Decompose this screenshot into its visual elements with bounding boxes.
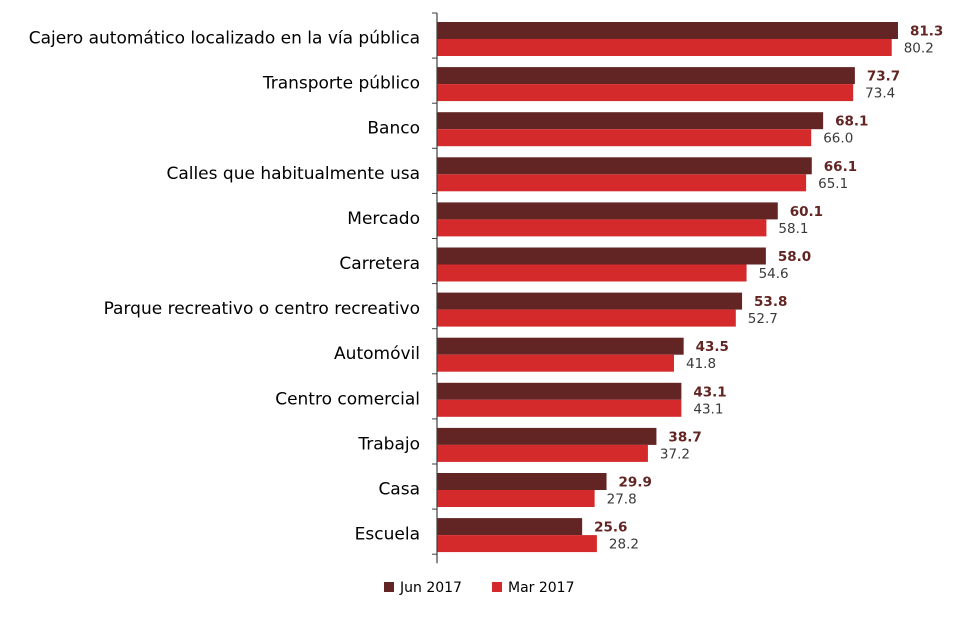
- value-label-jun-2017: 73.7: [867, 69, 900, 85]
- legend-swatch: [384, 582, 394, 592]
- value-label-mar-2017: 43.1: [693, 401, 723, 417]
- bar-mar-2017: [437, 535, 597, 553]
- category-label: Carretera: [339, 254, 420, 274]
- bar-mar-2017: [437, 264, 747, 282]
- value-label-jun-2017: 25.6: [594, 520, 627, 536]
- legend-item-mar-2017: Mar 2017: [492, 580, 575, 596]
- category-label: Escuela: [355, 525, 420, 545]
- value-label-mar-2017: 28.2: [609, 537, 639, 553]
- value-label-mar-2017: 37.2: [660, 446, 690, 462]
- bar-mar-2017: [437, 219, 767, 237]
- category-label: Banco: [367, 119, 420, 139]
- value-label-jun-2017: 29.9: [619, 475, 652, 491]
- category-label: Parque recreativo o centro recreativo: [104, 299, 420, 319]
- labels-layer: Cajero automático localizado en la vía p…: [29, 24, 944, 553]
- value-label-mar-2017: 41.8: [686, 356, 716, 372]
- category-label: Calles que habitualmente usa: [166, 164, 420, 184]
- value-label-jun-2017: 58.0: [778, 249, 811, 265]
- value-label-jun-2017: 38.7: [668, 429, 701, 445]
- value-label-mar-2017: 52.7: [748, 311, 778, 327]
- value-label-mar-2017: 73.4: [865, 86, 895, 102]
- legend: Jun 2017 Mar 2017: [384, 580, 575, 596]
- value-label-jun-2017: 60.1: [790, 204, 823, 220]
- bar-mar-2017: [437, 399, 682, 417]
- value-label-jun-2017: 43.1: [693, 384, 726, 400]
- category-label: Transporte público: [262, 74, 420, 94]
- category-label: Cajero automático localizado en la vía p…: [29, 29, 420, 49]
- legend-label: Jun 2017: [399, 580, 462, 596]
- bar-mar-2017: [437, 39, 892, 56]
- bar-jun-2017: [437, 292, 743, 310]
- value-label-mar-2017: 80.2: [904, 41, 934, 57]
- value-label-jun-2017: 43.5: [696, 339, 729, 355]
- bar-jun-2017: [437, 202, 778, 220]
- bar-mar-2017: [437, 354, 675, 372]
- category-label: Casa: [378, 480, 420, 500]
- bar-jun-2017: [437, 337, 684, 355]
- value-label-mar-2017: 65.1: [818, 176, 848, 192]
- bar-mar-2017: [437, 129, 812, 147]
- value-label-mar-2017: 54.6: [759, 266, 789, 282]
- value-label-mar-2017: 66.0: [823, 131, 853, 147]
- category-label: Mercado: [347, 209, 420, 229]
- bar-mar-2017: [437, 84, 854, 102]
- value-label-mar-2017: 27.8: [607, 492, 637, 508]
- value-label-jun-2017: 68.1: [835, 114, 868, 130]
- category-label: Centro comercial: [275, 389, 420, 409]
- bar-jun-2017: [437, 247, 766, 265]
- bar-mar-2017: [437, 444, 648, 462]
- value-label-jun-2017: 81.3: [910, 24, 943, 40]
- bars-layer: [432, 12, 898, 555]
- value-label-jun-2017: 66.1: [824, 159, 857, 175]
- bar-jun-2017: [437, 112, 824, 130]
- legend-swatch: [492, 582, 502, 592]
- bar-jun-2017: [437, 427, 657, 445]
- bar-jun-2017: [437, 518, 583, 536]
- legend-item-jun-2017: Jun 2017: [384, 580, 462, 596]
- bar-mar-2017: [437, 174, 807, 192]
- value-label-jun-2017: 53.8: [754, 294, 787, 310]
- legend-label: Mar 2017: [508, 580, 575, 596]
- bar-jun-2017: [437, 157, 812, 175]
- bar-jun-2017: [437, 473, 607, 490]
- category-label: Trabajo: [357, 434, 420, 454]
- bar-jun-2017: [437, 382, 682, 400]
- bar-jun-2017: [437, 22, 898, 39]
- bar-mar-2017: [437, 490, 595, 507]
- category-label: Automóvil: [334, 344, 420, 364]
- value-label-mar-2017: 58.1: [778, 221, 808, 237]
- bar-mar-2017: [437, 309, 736, 327]
- bar-jun-2017: [437, 67, 855, 85]
